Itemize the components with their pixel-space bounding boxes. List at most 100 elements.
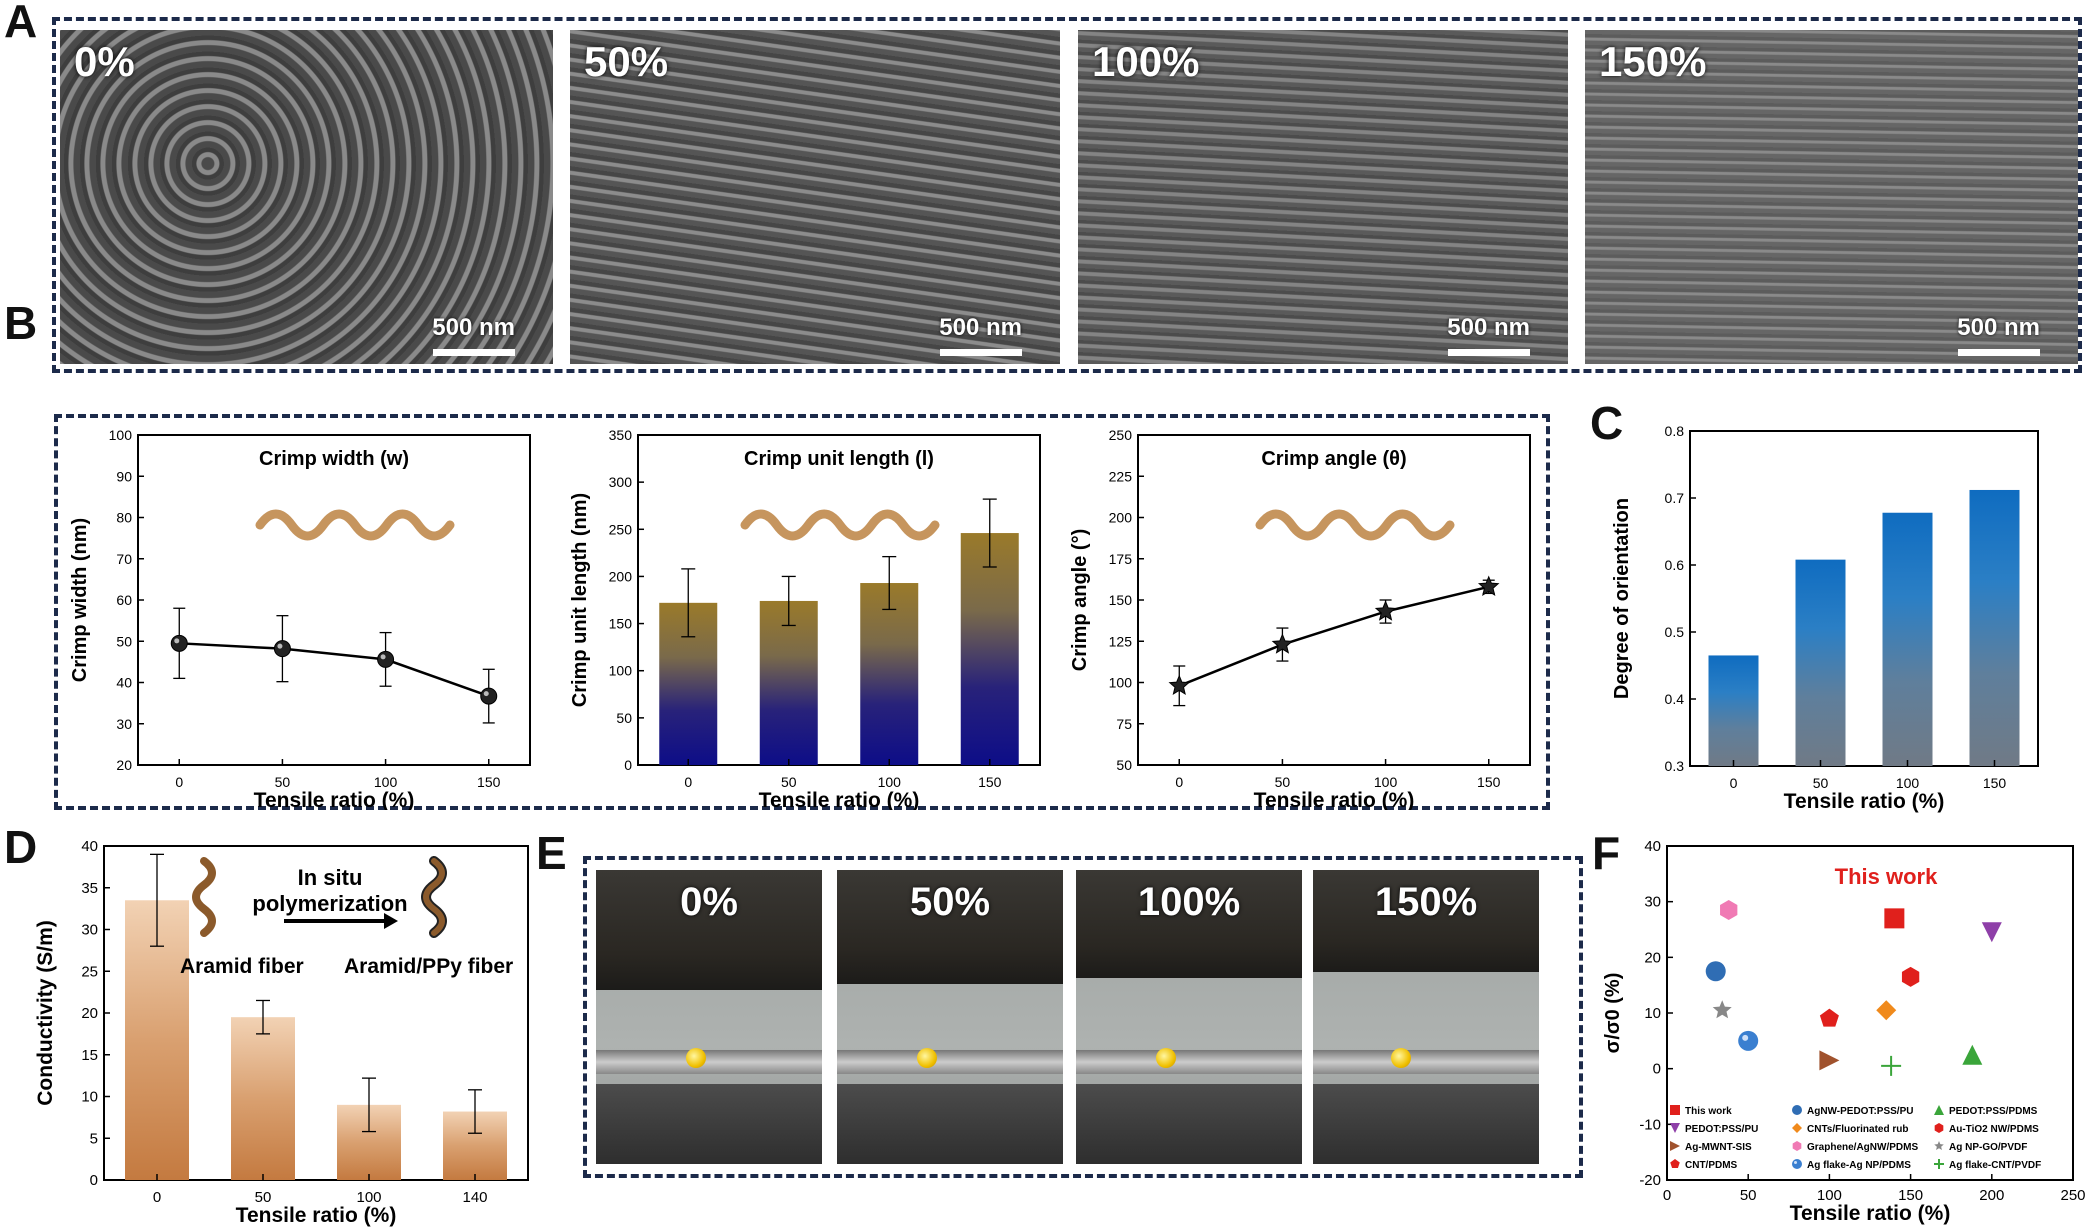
y-tick-label: 0.8 <box>1665 423 1685 439</box>
tensile-photo: 100% <box>1076 870 1302 1164</box>
upper-clamp <box>596 870 822 990</box>
bar <box>1969 489 2020 766</box>
data-point <box>1792 1123 1802 1133</box>
y-tick-label: 0 <box>1653 1061 1661 1078</box>
x-tick-label: 0 <box>153 1189 161 1206</box>
y-tick-label: 20 <box>81 1005 98 1022</box>
this-work-label: This work <box>1835 864 1938 889</box>
x-tick-label: 100 <box>1817 1187 1842 1204</box>
x-tick-label: 50 <box>1740 1187 1757 1204</box>
data-point <box>1271 633 1294 654</box>
y-tick-label: 50 <box>616 710 632 726</box>
chart-normalized-conductivity: -20 -10 0 10 20 30 40 0 50 100 150 200 250 Tensile ra… <box>1602 838 2086 1225</box>
data-point <box>1934 1123 1944 1133</box>
y-tick-label: 90 <box>116 468 132 484</box>
sem-image: 50% 500 nm <box>570 30 1060 364</box>
annotation-right: Aramid/PPy fiber <box>344 955 513 978</box>
electrode-clip <box>837 1050 1063 1074</box>
legend-entry: AgNW-PEDOT:PSS/PU <box>1807 1106 1913 1117</box>
y-tick-label: 30 <box>1644 894 1661 911</box>
data-point <box>1712 1000 1732 1019</box>
x-tick-label: 50 <box>275 774 291 790</box>
plot-frame <box>1137 434 1531 766</box>
y-tick-label: 100 <box>609 663 633 679</box>
series-line <box>179 642 490 698</box>
tensile-photo: 50% <box>837 870 1063 1164</box>
x-tick-label: 100 <box>1896 775 1920 791</box>
data-point <box>1720 900 1738 921</box>
y-tick-label: 40 <box>116 675 132 691</box>
y-tick-label: -10 <box>1639 1116 1661 1133</box>
data-point <box>480 687 498 705</box>
legend-entry: CNTs/Fluorinated rub <box>1807 1124 1908 1135</box>
x-tick-label: 50 <box>1275 774 1291 790</box>
data-point <box>1670 1141 1680 1151</box>
y-axis-label: σ/σ0 (%) <box>1602 973 1624 1054</box>
chart-title: Crimp unit length (l) <box>744 448 934 470</box>
electrode-clip <box>1076 1050 1302 1074</box>
legend-entry: CNT/PDMS <box>1685 1160 1738 1171</box>
y-tick-label: 50 <box>1116 757 1132 773</box>
led-indicator <box>686 1048 706 1068</box>
y-tick-label: 25 <box>81 963 98 980</box>
legend-entry: PEDOT:PSS/PU <box>1685 1124 1758 1135</box>
legend-entry: This work <box>1685 1106 1732 1117</box>
photo-label: 150% <box>1374 880 1478 924</box>
y-tick-label: 100 <box>1109 675 1133 691</box>
y-tick-label: 150 <box>1109 592 1133 608</box>
x-axis-label: Tensile ratio (%) <box>1784 790 1945 813</box>
data-point-highlight <box>174 638 180 644</box>
y-tick-label: 15 <box>81 1047 98 1064</box>
x-tick-label: 100 <box>356 1189 381 1206</box>
aramid-fiber-illustration <box>192 857 216 937</box>
data-point <box>1670 1159 1680 1169</box>
x-axis-label: Tensile ratio (%) <box>236 1204 397 1227</box>
data-point <box>1884 908 1905 929</box>
data-point <box>1934 1105 1944 1115</box>
chart-title: Crimp angle (θ) <box>1261 448 1406 470</box>
y-tick-label: 0.7 <box>1665 490 1685 506</box>
photo-label: 100% <box>1137 880 1241 924</box>
chart-degree-of-orientation: 0.3 0.4 0.5 0.6 0.7 0.8 0 50 100 150 Tensile ratio… <box>1611 423 2039 813</box>
upper-clamp <box>1076 870 1302 978</box>
electrode-clip <box>1313 1050 1539 1074</box>
y-tick-label: 125 <box>1109 633 1133 649</box>
plot-frame <box>1689 430 2039 767</box>
y-tick-label: 30 <box>81 922 98 939</box>
sem-image: 100% 500 nm <box>1078 30 1568 364</box>
x-tick-label: 100 <box>878 774 902 790</box>
x-tick-label: 0 <box>1663 1187 1671 1204</box>
scale-bar <box>940 349 1022 356</box>
led-indicator <box>1391 1048 1411 1068</box>
scale-bar-label: 500 nm <box>1447 314 1530 341</box>
x-tick-label: 100 <box>374 774 398 790</box>
y-tick-label: 150 <box>609 616 633 632</box>
y-axis-label: Conductivity (S/m) <box>34 920 57 1106</box>
x-axis-label: Tensile ratio (%) <box>759 789 920 810</box>
x-tick-label: 0 <box>1730 775 1738 791</box>
y-tick-label: 10 <box>1644 1005 1661 1022</box>
y-tick-label: 20 <box>116 757 132 773</box>
data-point <box>1670 1105 1680 1115</box>
y-tick-label: 20 <box>1644 949 1661 966</box>
plot-frame <box>637 434 1041 766</box>
lower-clamp <box>837 1084 1063 1164</box>
legend-entry: Graphene/AgNW/PDMS <box>1807 1142 1918 1153</box>
bar <box>759 600 818 765</box>
y-axis-label: Crimp unit length (nm) <box>569 493 591 707</box>
y-tick-label: 70 <box>116 551 132 567</box>
y-tick-label: 40 <box>81 838 98 855</box>
tensile-photo: 0% <box>596 870 822 1164</box>
y-axis-label: Crimp width (nm) <box>69 518 91 682</box>
y-tick-label: 225 <box>1109 468 1133 484</box>
y-tick-label: 30 <box>116 716 132 732</box>
data-point <box>1670 1123 1680 1133</box>
legend-entry: Au-TiO2 NW/PDMS <box>1949 1124 2039 1135</box>
annotation-top: In situ <box>298 865 363 890</box>
y-tick-label: 0.3 <box>1665 758 1685 774</box>
y-tick-label: 75 <box>1116 716 1132 732</box>
panel-letter-e: E <box>536 827 567 879</box>
crimp-wave-illustration <box>1255 509 1455 541</box>
data-point <box>1962 1044 1983 1065</box>
sem-image-label: 0% <box>74 38 135 85</box>
